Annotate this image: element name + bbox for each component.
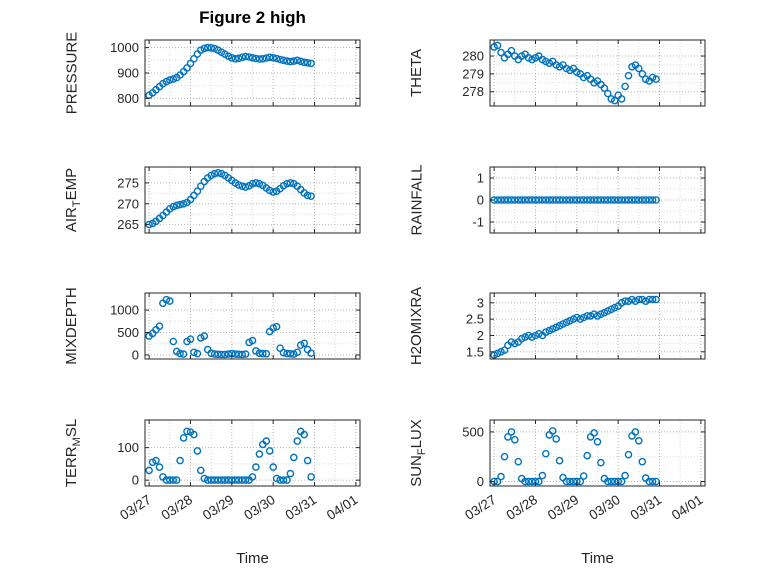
svg-text:03/30: 03/30 (241, 492, 278, 523)
y-axis-label-sun-flux: SUNFLUX (408, 419, 428, 487)
mixdepth-chart: 0 500 1000 (110, 292, 361, 362)
svg-text:500: 500 (462, 424, 484, 439)
terr-msl-chart: 0 100 03/27 03/28 03/29 03/30 03/31 04/01 (117, 419, 361, 523)
svg-text:03/31: 03/31 (628, 492, 665, 523)
svg-text:279: 279 (462, 66, 484, 81)
rainfall-chart: -1 0 1 (472, 166, 706, 234)
svg-text:2.5: 2.5 (466, 312, 484, 327)
air-temp-chart: 265 270 275 (117, 166, 361, 234)
chart-cell-h2omixra: H2OMIXRA 1.5 2 2.5 3 (408, 287, 711, 369)
theta-chart: 278 279 280 (462, 39, 706, 107)
svg-text:280: 280 (462, 49, 484, 64)
svg-text:-1: -1 (472, 215, 484, 230)
svg-text:03/28: 03/28 (504, 492, 541, 523)
svg-text:04/01: 04/01 (669, 492, 706, 523)
chart-cell-rainfall: RAINFALL -1 0 1 (408, 161, 711, 243)
svg-text:278: 278 (462, 84, 484, 99)
svg-text:03/27: 03/27 (117, 492, 154, 523)
y-axis-label-air-temp: AIRTEMP (63, 167, 84, 233)
chart-cell-pressure: PRESSURE 800 900 1000 (63, 32, 366, 116)
svg-text:500: 500 (117, 325, 139, 340)
svg-text:800: 800 (117, 91, 139, 106)
chart-cell-air-temp: AIRTEMP 265 270 275 (63, 161, 366, 243)
svg-text:0: 0 (477, 474, 484, 489)
figure-title: Figure 2 high (199, 8, 306, 27)
svg-text:270: 270 (117, 196, 139, 211)
svg-text:900: 900 (117, 66, 139, 81)
svg-text:265: 265 (117, 217, 139, 232)
y-axis-label-theta: THETA (408, 48, 425, 98)
svg-text:2: 2 (477, 328, 484, 343)
svg-text:100: 100 (117, 440, 139, 455)
svg-text:1: 1 (477, 171, 484, 186)
chart-cell-terr-msl: TERRMSL 0 100 03/27 03/28 03/29 03/30 03/31 04/… (63, 414, 366, 561)
svg-text:0: 0 (132, 347, 139, 362)
chart-cell-mixdepth: MIXDEPTH 0 500 1000 (63, 287, 366, 369)
svg-text:0: 0 (477, 193, 484, 208)
svg-text:1.5: 1.5 (466, 344, 484, 359)
svg-text:04/01: 04/01 (324, 492, 361, 523)
y-axis-label-pressure: PRESSURE (63, 31, 80, 115)
chart-cell-theta: THETA 278 279 280 (408, 34, 711, 116)
svg-text:3: 3 (477, 295, 484, 310)
svg-text:0: 0 (132, 473, 139, 488)
x-axis-title-right: Time (581, 550, 614, 567)
svg-text:03/30: 03/30 (586, 492, 623, 523)
svg-text:03/29: 03/29 (200, 492, 237, 523)
x-axis-title-left: Time (236, 550, 269, 567)
svg-text:03/29: 03/29 (545, 492, 582, 523)
svg-text:1000: 1000 (110, 40, 139, 55)
pressure-chart: 800 900 1000 (110, 39, 361, 107)
sun-flux-chart: 0 500 03/27 03/28 03/29 03/30 03/31 04/01 (462, 419, 706, 523)
chart-cell-sun-flux: SUNFLUX 0 500 03/27 03/28 03/29 03/30 03/31 04/… (408, 414, 711, 561)
svg-text:1000: 1000 (110, 303, 139, 318)
svg-text:03/27: 03/27 (462, 492, 499, 523)
h2omixra-chart: 1.522.5 3 (466, 292, 706, 360)
y-axis-label-mixdepth: MIXDEPTH (63, 287, 81, 365)
svg-text:03/31: 03/31 (283, 492, 320, 523)
y-axis-label-rainfall: RAINFALL (408, 164, 425, 236)
y-axis-label-terr-msl: TERRMSL (63, 418, 83, 488)
svg-text:03/28: 03/28 (159, 492, 196, 523)
svg-text:275: 275 (117, 175, 139, 190)
y-axis-label-h2omixra: H2OMIXRA (408, 286, 426, 366)
